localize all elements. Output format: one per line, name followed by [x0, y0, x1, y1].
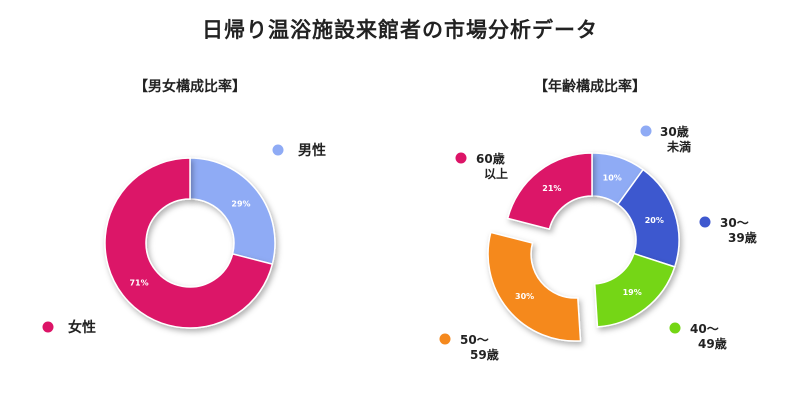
age-slice-label-0: 10% [603, 174, 622, 183]
age-legend-marker-4 [455, 152, 467, 164]
gender-slice-1 [104, 157, 274, 329]
age-legend-marker-3 [439, 333, 451, 345]
gender-donut-chart: 29% 71% [104, 157, 276, 329]
age-donut-chart: 10% 20% 19% 30% 21% [487, 152, 680, 342]
age-legend-label-1-0: 30～ [720, 216, 749, 230]
age-legend-label-2-0: 40～ [690, 322, 719, 336]
age-slice-4 [506, 152, 593, 230]
age-legend-label-1-1: 39歳 [728, 230, 757, 245]
gender-slice-label-0: 29% [231, 199, 250, 208]
age-chart-title: 【年齢構成比率】 [534, 79, 646, 95]
gender-legend-label-0-0: 男性 [298, 142, 326, 159]
gender-slice-0 [189, 157, 276, 266]
age-legend-label-3-1: 59歳 [470, 347, 499, 362]
age-legend-label-2-1: 49歳 [698, 336, 727, 351]
age-slice-label-2: 19% [623, 288, 642, 297]
age-legend-label-3-0: 50～ [460, 333, 489, 347]
age-slice-3 [487, 231, 582, 342]
age-legend-marker-2 [669, 322, 681, 334]
page-title: 日帰り温浴施設来館者の市場分析データ [202, 18, 598, 42]
gender-chart-title: 【男女構成比率】 [134, 79, 246, 95]
age-slice-label-1: 20% [645, 216, 664, 225]
gender-legend-label-1-0: 女性 [68, 319, 96, 336]
age-slice-label-4: 21% [542, 184, 561, 193]
age-legend-marker-1 [699, 216, 711, 228]
age-legend-label-4-1: 以上 [484, 166, 508, 181]
gender-slice-label-1: 71% [129, 279, 148, 288]
age-legend-label-0-0: 30歳 [660, 124, 689, 139]
age-legend-label-4-0: 60歳 [476, 151, 505, 166]
age-legend-marker-0 [640, 125, 652, 137]
age-slice-2 [593, 252, 676, 328]
gender-legend-marker-1 [42, 321, 54, 333]
age-legend-label-0-1: 未満 [666, 139, 691, 154]
gender-legend-marker-0 [272, 144, 284, 156]
age-slice-label-3: 30% [515, 292, 534, 301]
